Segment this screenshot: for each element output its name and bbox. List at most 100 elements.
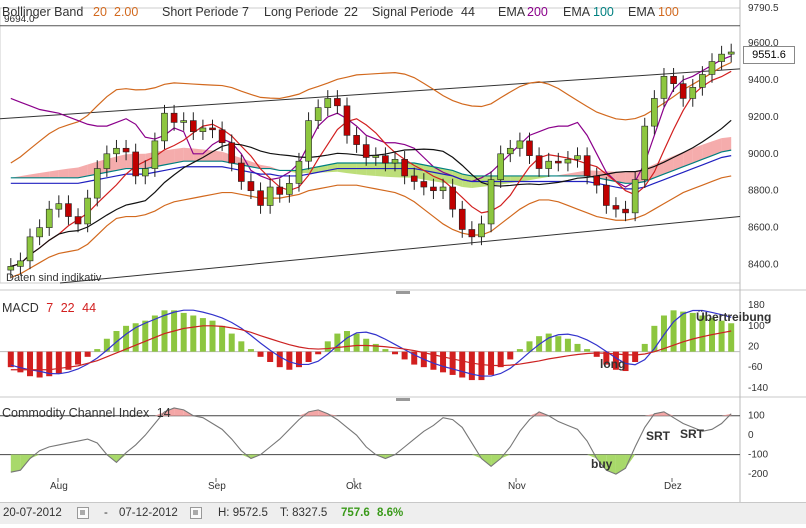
candle-body	[593, 175, 601, 186]
period-high: H: 9572.5	[218, 507, 268, 519]
macd-histogram-bar	[123, 325, 130, 352]
candle-body	[257, 190, 264, 206]
macd-histogram-bar	[641, 343, 648, 352]
macd-splitter-handle	[396, 398, 410, 401]
candle-body	[141, 168, 149, 177]
candle-body	[17, 260, 24, 267]
candle-body	[190, 120, 197, 132]
candle-body	[651, 98, 658, 127]
cci-oversold-fill	[596, 454, 607, 471]
macd-title[interactable]: MACD	[2, 301, 39, 315]
candle-body	[410, 175, 418, 182]
candle-body	[574, 155, 581, 160]
candle-body	[689, 87, 697, 99]
candle-body	[564, 159, 572, 164]
ema-100a-label[interactable]: EMA	[563, 5, 591, 19]
candle-body	[545, 160, 552, 169]
macd-histogram-bar	[392, 351, 399, 355]
macd-annotation-uebertreibung: Übertreibung	[696, 310, 772, 324]
candle-body	[478, 223, 485, 238]
calendar-to-icon[interactable]	[190, 507, 202, 519]
cci-annotation-srt-2: SRT	[680, 427, 704, 441]
main-y-tick-label: 9600.0	[748, 38, 779, 49]
signal-periode-label[interactable]: Signal Periode	[372, 5, 454, 19]
macd-histogram-bar	[545, 333, 552, 352]
cci-overbought-fill	[721, 413, 732, 416]
macd-histogram-bar	[430, 351, 437, 370]
date-from[interactable]: 20-07-2012	[3, 507, 62, 519]
macd-line	[10, 309, 732, 377]
candle-body	[382, 155, 389, 164]
candle-body	[74, 216, 82, 225]
macd-annotation-long: long	[600, 357, 626, 371]
macd-histogram-bar	[17, 351, 24, 373]
x-tick-label: Dez	[664, 481, 682, 492]
indicative-note: Daten sind indikativ	[6, 272, 102, 284]
macd-histogram-bar	[478, 351, 485, 381]
cci-overbought-fill	[529, 411, 540, 416]
cci-y-tick-label: 100	[748, 411, 765, 422]
date-to[interactable]: 07-12-2012	[119, 507, 178, 519]
candle-body	[209, 127, 216, 131]
ema-200-value: 200	[527, 5, 548, 19]
candle-body	[727, 51, 735, 55]
candle-body	[305, 120, 312, 162]
bollinger-period: 20	[93, 5, 107, 19]
macd-histogram-bar	[27, 351, 34, 377]
short-periode-label[interactable]: Short Periode	[162, 5, 239, 19]
calendar-from-icon[interactable]	[77, 507, 89, 519]
cci-line	[10, 407, 732, 475]
macd-histogram-bar	[305, 351, 312, 362]
bollinger-stddev: 2.00	[114, 5, 139, 19]
period-low: T: 8327.5	[280, 507, 328, 519]
ema-200-label[interactable]: EMA	[498, 5, 526, 19]
macd-histogram-bar	[103, 338, 110, 352]
short-ma-line	[10, 70, 732, 267]
cci-overbought-fill	[164, 407, 175, 416]
ichimoku-cloud-segment	[375, 163, 386, 177]
macd-histogram-bar	[324, 341, 331, 352]
indicator-header: Bollinger Band 20 2.00 Short Periode 7 L…	[0, 2, 806, 22]
macd-histogram-bar	[190, 315, 197, 352]
candle-body	[324, 98, 332, 108]
macd-histogram-bar	[699, 315, 706, 352]
period-change: 757.6	[341, 507, 370, 519]
macd-histogram-bar	[295, 351, 302, 368]
macd-histogram-bar	[238, 341, 245, 352]
macd-histogram-bar	[36, 351, 43, 378]
macd-histogram-bar	[555, 336, 562, 352]
candle-body	[353, 135, 360, 145]
macd-histogram-bar	[612, 351, 619, 370]
main-splitter-handle	[396, 291, 410, 294]
candle-body	[218, 129, 226, 144]
signal-periode-value: 44	[461, 5, 475, 19]
macd-histogram-bar	[209, 320, 216, 352]
macd-histogram-bar	[680, 311, 687, 352]
macd-histogram-bar	[65, 351, 72, 370]
macd-histogram-bar	[488, 351, 495, 375]
ichimoku-cloud-segment	[721, 137, 732, 152]
level-label: 9694.0	[4, 14, 35, 25]
macd-histogram-bar	[728, 323, 735, 352]
candle-body	[36, 227, 43, 238]
period-change-pct: 8.6%	[377, 507, 404, 519]
macd-p1: 7	[46, 301, 54, 315]
cci-oversold-fill	[491, 454, 501, 467]
candle-body	[583, 155, 591, 177]
macd-histogram-bar	[46, 351, 53, 377]
candle-body	[420, 181, 428, 188]
cci-oversold-fill	[481, 454, 492, 467]
candle-body	[497, 153, 504, 180]
candle-body	[526, 140, 533, 156]
cci-overbought-fill	[298, 411, 309, 416]
candle-body	[506, 147, 514, 155]
candle-body	[401, 159, 408, 177]
cci-title[interactable]: Commodity Channel Index	[2, 406, 150, 420]
long-periode-label[interactable]: Long Periode	[264, 5, 339, 19]
bollinger-label[interactable]: Bollinger Band	[2, 5, 84, 19]
candle-body	[555, 160, 562, 164]
macd-y-tick-label: 180	[748, 300, 765, 311]
ema-100b-label[interactable]: EMA	[628, 5, 656, 19]
macd-histogram-bar	[372, 343, 379, 352]
macd-histogram-bar	[526, 341, 533, 352]
